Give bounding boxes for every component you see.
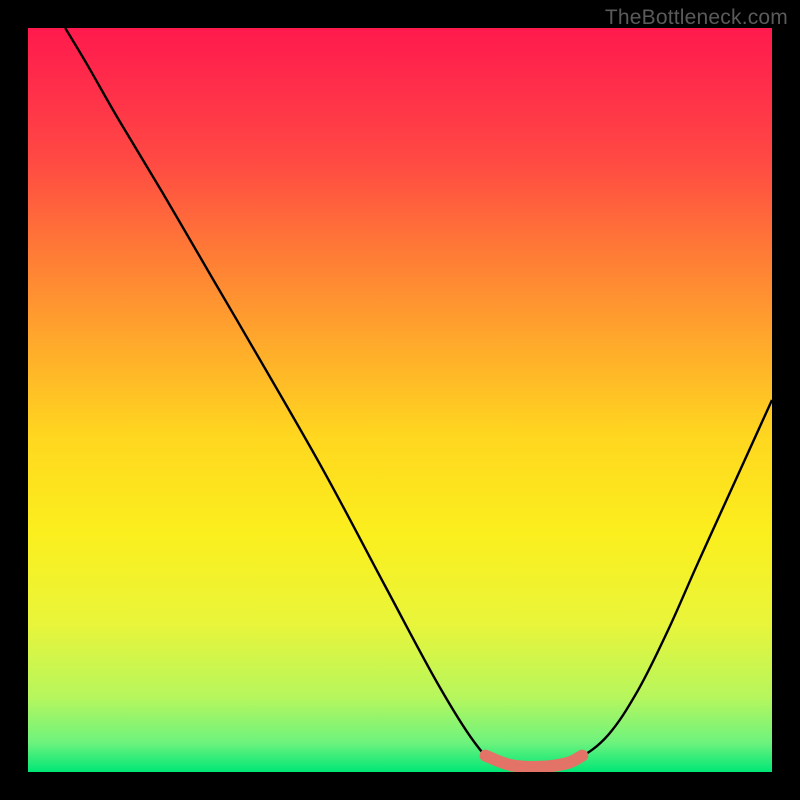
bottleneck-chart [0, 0, 800, 800]
watermark-text: TheBottleneck.com [605, 6, 788, 30]
chart-container: TheBottleneck.com [0, 0, 800, 800]
chart-background [28, 28, 772, 772]
